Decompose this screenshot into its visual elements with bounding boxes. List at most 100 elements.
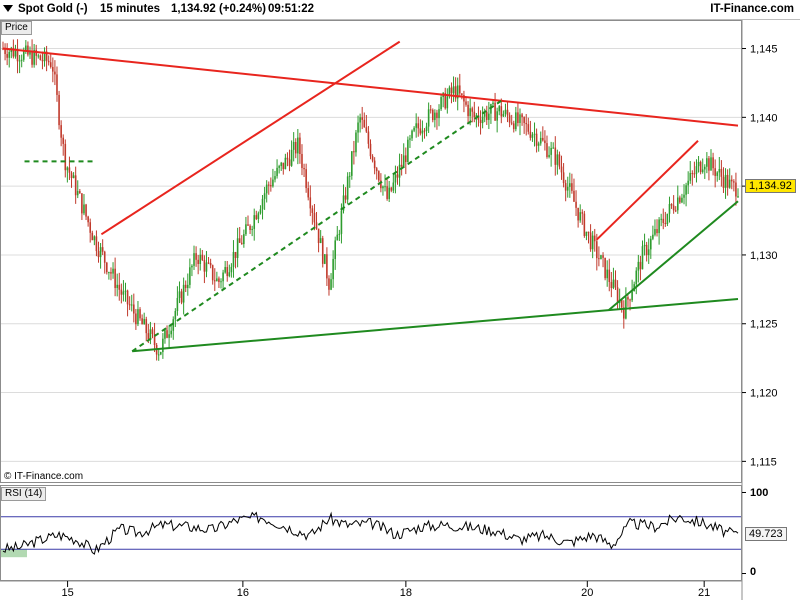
- candle-body: [332, 258, 334, 280]
- rsi-tick-0: 0: [750, 566, 757, 578]
- candle-body: [149, 329, 152, 340]
- candle-body: [737, 196, 739, 198]
- instrument-title: Spot Gold (-): [18, 3, 88, 15]
- candle-body: [533, 133, 536, 135]
- candle-body: [60, 125, 62, 138]
- candle-body: [68, 167, 71, 173]
- candle-body: [641, 246, 644, 270]
- candle-body: [512, 123, 515, 130]
- candle-body: [616, 287, 619, 304]
- candle-body: [139, 309, 141, 319]
- candle-body: [342, 195, 345, 211]
- candle-body: [56, 74, 58, 95]
- candle-body: [670, 204, 673, 206]
- candle-body: [292, 141, 295, 150]
- candle-body: [326, 254, 328, 279]
- candle-body: [475, 115, 478, 118]
- candle-body: [20, 59, 23, 61]
- candle-body: [461, 93, 463, 96]
- candle-body: [222, 272, 224, 282]
- candle-body: [99, 247, 102, 258]
- time-label: 09:51:22: [268, 3, 315, 15]
- candle-body: [718, 168, 721, 173]
- candle-body: [409, 138, 411, 140]
- candle-body: [103, 251, 106, 263]
- support-trendline[interactable]: [608, 200, 739, 311]
- candle-body: [6, 54, 8, 58]
- candle-body: [232, 251, 235, 267]
- candle-body: [612, 279, 615, 289]
- candle-body: [29, 50, 31, 55]
- candle-body: [620, 299, 623, 308]
- candle-body: [141, 318, 143, 325]
- candle-body: [361, 117, 363, 120]
- candle-body: [367, 131, 370, 144]
- candle-body: [278, 166, 280, 168]
- candle-body: [608, 269, 611, 283]
- candle-body: [542, 137, 544, 141]
- candle-body: [712, 157, 714, 169]
- candle-body: [380, 180, 382, 189]
- candle-body: [33, 49, 35, 65]
- candle-body: [373, 160, 376, 169]
- candle-body: [652, 234, 654, 239]
- candle-body: [274, 176, 276, 180]
- candle-body: [434, 112, 436, 121]
- candle-body: [184, 284, 187, 289]
- candle-body: [365, 127, 368, 132]
- candle-body: [585, 231, 588, 236]
- candle-body: [411, 130, 413, 139]
- x-tick-label: 16: [237, 587, 249, 599]
- candle-body: [722, 176, 725, 188]
- candle-body: [257, 213, 260, 220]
- trendlines[interactable]: [2, 40, 739, 353]
- y-tick-label: 1,140: [750, 112, 778, 124]
- candle-body: [359, 117, 361, 123]
- candle-body: [164, 330, 166, 339]
- candle-body: [444, 92, 447, 109]
- candle-body: [697, 161, 700, 167]
- candle-body: [440, 97, 442, 110]
- candle-body: [681, 197, 683, 203]
- candle-body: [199, 254, 202, 265]
- candle-body: [95, 236, 98, 252]
- candle-body: [336, 234, 339, 241]
- candle-body: [79, 191, 81, 194]
- support-trendline[interactable]: [132, 297, 739, 353]
- candle-body: [679, 197, 681, 203]
- candle-body: [488, 113, 490, 120]
- candle-body: [261, 198, 264, 210]
- candle-body: [265, 184, 268, 194]
- candle-body: [294, 141, 297, 154]
- candle-body: [708, 158, 710, 171]
- candle-body: [701, 169, 704, 173]
- candle-body: [162, 338, 164, 353]
- resistance-trendline[interactable]: [2, 47, 739, 127]
- candle-body: [197, 259, 199, 265]
- candle-body: [153, 333, 156, 345]
- candle-body: [672, 205, 675, 211]
- resistance-trendline[interactable]: [595, 140, 699, 241]
- candle-body: [627, 297, 629, 300]
- candle-body: [517, 112, 519, 123]
- candle-body: [623, 307, 625, 319]
- candle-body: [172, 319, 175, 331]
- candle-body: [37, 55, 40, 57]
- collapse-arrow-icon[interactable]: [3, 5, 13, 12]
- candle-body: [124, 290, 127, 292]
- candle-body: [27, 45, 29, 55]
- timeframe-label[interactable]: 15 minutes: [100, 3, 161, 15]
- candle-body: [16, 50, 19, 62]
- candle-body: [446, 96, 449, 109]
- candle-body: [388, 187, 390, 199]
- candle-body: [74, 175, 77, 196]
- candle-body: [64, 143, 67, 171]
- support-trendline[interactable]: [131, 99, 502, 353]
- candle-body: [363, 119, 366, 128]
- candles: [2, 39, 739, 361]
- candle-body: [112, 268, 114, 274]
- candle-body: [384, 186, 386, 188]
- candle-body: [566, 186, 569, 191]
- resistance-trendline[interactable]: [100, 40, 401, 236]
